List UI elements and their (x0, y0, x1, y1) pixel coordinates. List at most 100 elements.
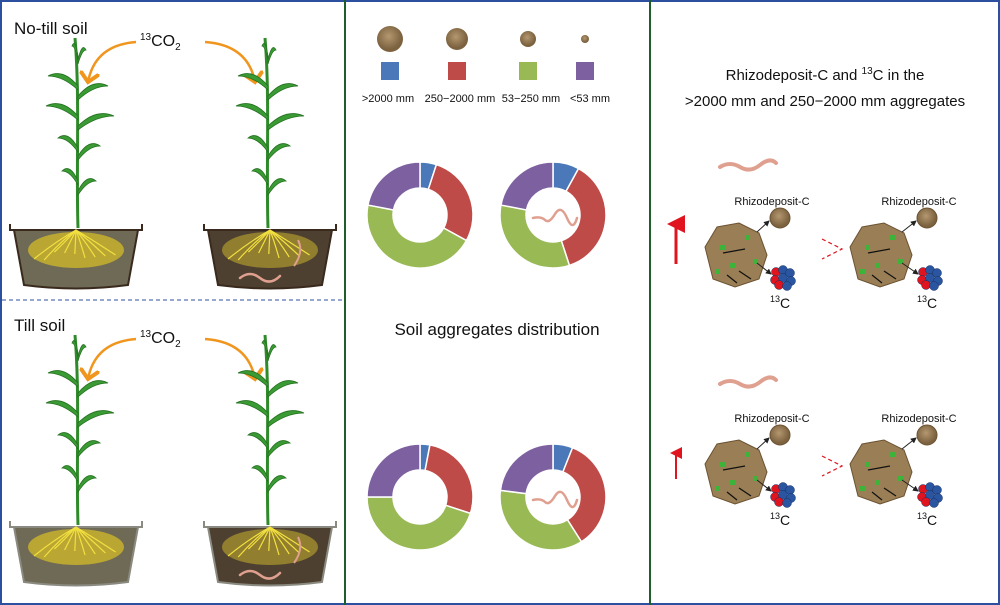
leaf (235, 400, 269, 418)
leaf (267, 178, 288, 197)
crack (883, 487, 897, 497)
rhizodeposit-label: Rhizodeposit-C (881, 413, 956, 425)
greater-than-icon (821, 455, 844, 477)
arrow-to-c13 (756, 262, 772, 275)
crack (722, 465, 746, 471)
legend-label: 53−250 mm (502, 93, 560, 105)
leaf (267, 47, 277, 65)
root (64, 526, 77, 551)
aggregate-icon (377, 26, 403, 52)
co2-sup: 13 (140, 329, 152, 340)
stem (73, 334, 80, 526)
c13-sup: 13 (770, 294, 780, 304)
organic-fragment (890, 452, 895, 457)
root-zone (28, 232, 124, 268)
atom (929, 281, 939, 291)
leaf (267, 143, 292, 162)
leaf (77, 344, 87, 362)
earthworm-icon (238, 569, 282, 580)
c13-cluster-icon (917, 482, 943, 508)
atom (782, 498, 792, 508)
macroaggregate-icon (849, 439, 913, 505)
microaggregate-icon (769, 207, 791, 229)
leaf (246, 432, 269, 451)
atom (921, 497, 931, 507)
c13-cluster-icon (770, 265, 796, 291)
rhizodeposit-label: Rhizodeposit-C (734, 413, 809, 425)
root (269, 229, 310, 256)
root (75, 526, 116, 553)
maize-plant (235, 334, 305, 526)
root (64, 229, 77, 254)
organic-fragment (875, 263, 880, 268)
c13-sup: 13 (770, 511, 780, 521)
aggregate-body (704, 222, 768, 288)
maize-plant (45, 37, 115, 229)
c13-label: 13C (917, 511, 937, 528)
organic-fragment (898, 259, 903, 264)
crack (871, 274, 883, 284)
co2-label: 13CO2 (140, 329, 181, 350)
root (247, 229, 271, 253)
stem (73, 37, 80, 229)
c13-sup: 13 (917, 511, 927, 521)
arrow-to-rhizodeposit (756, 437, 770, 450)
leaf (251, 465, 269, 484)
root (75, 229, 86, 259)
organic-fragment (860, 269, 865, 274)
co2-label: 13CO2 (140, 32, 181, 53)
leaf (237, 73, 269, 91)
aggregate-body (704, 439, 768, 505)
earthworm-icon (718, 158, 778, 172)
root-zone (222, 232, 318, 268)
arrow-to-rhizodeposit (756, 220, 770, 233)
orange-arrow-left (88, 40, 137, 82)
pot-rim (203, 224, 337, 231)
c13-main: C (927, 295, 937, 311)
donut-till-without-earthworm (366, 443, 474, 551)
leaf (56, 135, 79, 154)
root-zone (28, 529, 124, 565)
leaf (77, 380, 109, 398)
root (268, 229, 271, 255)
crack (722, 248, 746, 254)
leaf (267, 475, 288, 494)
organic-fragment (753, 259, 758, 264)
arrow-to-c13 (756, 479, 772, 492)
pot (9, 224, 143, 290)
co2-main: CO (151, 330, 175, 347)
earthworm-icon (531, 490, 579, 509)
stem (263, 37, 270, 229)
greater-than-icon (821, 238, 844, 260)
root (269, 526, 280, 556)
c13-label: 13C (770, 511, 790, 528)
root (53, 229, 77, 253)
co2-sup: 13 (140, 32, 152, 43)
maize-plant (235, 37, 305, 229)
organic-fragment (865, 462, 870, 467)
c13-cluster-icon (770, 482, 796, 508)
no-till-label: No-till soil (14, 19, 88, 38)
legend-item: 53−250 mm (502, 31, 560, 105)
leaf (77, 143, 102, 162)
leaf (267, 440, 292, 459)
crack (738, 270, 752, 280)
organic-fragment (865, 245, 870, 250)
organic-fragment (745, 452, 750, 457)
donut-slice (366, 496, 472, 551)
organic-fragment (715, 269, 720, 274)
pot-rim (9, 521, 143, 528)
pot (9, 521, 143, 587)
root (74, 229, 77, 255)
donut-slice (427, 163, 474, 242)
leaf (61, 168, 79, 187)
c13-main: C (780, 295, 790, 311)
donut-no-till-with-earthworm (499, 161, 607, 269)
crack (738, 487, 752, 497)
organic-fragment (875, 480, 880, 485)
microaggregate-icon (916, 424, 938, 446)
aggregate-icon (520, 31, 536, 47)
arrow-to-rhizodeposit (901, 437, 917, 450)
crack (726, 491, 738, 501)
donut-slice (366, 204, 468, 269)
